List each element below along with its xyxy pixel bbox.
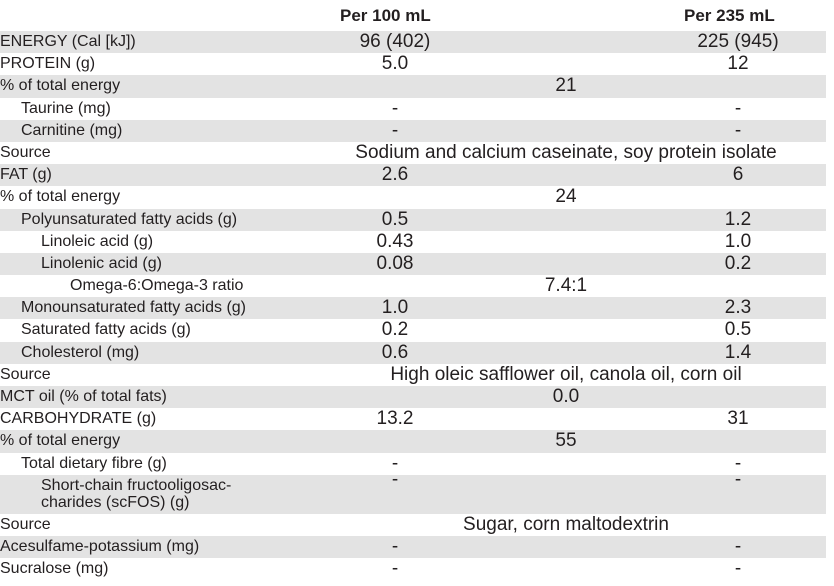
row-label: Polyunsaturated fatty acids (g) bbox=[21, 210, 238, 228]
value-per-100ml: 1.0 bbox=[381, 297, 409, 319]
value-per-235ml: 6 bbox=[732, 164, 744, 186]
table-row: Monounsaturated fatty acids (g) 1.0 2.3 bbox=[0, 297, 826, 320]
row-label: Source bbox=[0, 515, 51, 533]
value-per-235ml: - bbox=[734, 558, 742, 580]
table-row: Source Sodium and calcium caseinate, soy… bbox=[0, 142, 826, 164]
value-per-100ml: 13.2 bbox=[376, 408, 414, 430]
table-row: Linoleic acid (g) 0.43 1.0 bbox=[0, 231, 826, 253]
column-header-per-235ml: Per 235 mL bbox=[684, 6, 775, 25]
row-label: Omega-6:Omega-3 ratio bbox=[70, 277, 244, 295]
value-per-100ml: 0.6 bbox=[381, 341, 409, 363]
table-row: FAT (g) 2.6 6 bbox=[0, 164, 826, 187]
value-per-100ml: - bbox=[391, 97, 399, 119]
table-row: PROTEIN (g) 5.0 12 bbox=[0, 53, 826, 75]
row-label: Acesulfame-potassium (mg) bbox=[0, 537, 200, 555]
table-row: ENERGY (Cal [kJ]) 96 (402) 225 (945) bbox=[0, 31, 826, 54]
row-label: Total dietary fibre (g) bbox=[21, 454, 167, 472]
spanning-value: High oleic safflower oil, canola oil, co… bbox=[390, 363, 742, 385]
value-per-235ml: 1.4 bbox=[724, 341, 752, 363]
row-label: Taurine (mg) bbox=[21, 99, 111, 117]
table-row: Taurine (mg) - - bbox=[0, 98, 826, 120]
value-per-100ml: 0.43 bbox=[376, 230, 414, 252]
table-row: Sucralose (mg) - - bbox=[0, 558, 826, 580]
spanning-value: Sugar, corn maltodextrin bbox=[463, 513, 669, 535]
row-label: Source bbox=[0, 365, 51, 383]
row-label: % of total energy bbox=[0, 188, 121, 206]
value-per-100ml: 0.2 bbox=[381, 319, 409, 341]
value-per-235ml: 225 (945) bbox=[697, 31, 779, 52]
spanning-value: 7.4:1 bbox=[544, 275, 588, 297]
value-per-100ml: - bbox=[391, 452, 399, 474]
row-label: ENERGY (Cal [kJ]) bbox=[0, 33, 136, 50]
value-per-100ml: 96 (402) bbox=[359, 31, 431, 52]
value-per-235ml: 31 bbox=[727, 408, 749, 430]
row-label-line-2: charides (scFOS) (g) bbox=[41, 493, 190, 511]
value-per-235ml: 12 bbox=[727, 53, 749, 75]
table-row: MCT oil (% of total fats) 0.0 bbox=[0, 386, 826, 409]
spanning-value: Sodium and calcium caseinate, soy protei… bbox=[355, 141, 777, 163]
value-per-100ml: 0.5 bbox=[381, 208, 409, 230]
row-label-line-1: Short-chain fructooligosac- bbox=[41, 476, 232, 494]
value-per-100ml: 0.08 bbox=[376, 252, 414, 274]
spanning-value: 55 bbox=[555, 430, 577, 452]
row-label: Monounsaturated fatty acids (g) bbox=[21, 299, 247, 317]
spanning-value: 24 bbox=[555, 186, 577, 208]
value-per-235ml: 0.5 bbox=[724, 319, 752, 341]
row-label: MCT oil (% of total fats) bbox=[0, 388, 167, 405]
table-header: Per 100 mL Per 235 mL bbox=[0, 0, 826, 31]
row-label: Source bbox=[0, 143, 51, 161]
spanning-value: 21 bbox=[555, 75, 577, 97]
table-row: % of total energy 21 bbox=[0, 75, 826, 98]
table-row: CARBOHYDRATE (g) 13.2 31 bbox=[0, 408, 826, 430]
value-per-100ml: - bbox=[391, 535, 399, 557]
table-row: % of total energy 55 bbox=[0, 430, 826, 453]
value-per-100ml: 5.0 bbox=[381, 53, 409, 75]
table-row: Polyunsaturated fatty acids (g) 0.5 1.2 bbox=[0, 208, 826, 231]
table-row: Carnitine (mg) - - bbox=[0, 119, 826, 142]
row-label: Carnitine (mg) bbox=[21, 121, 123, 139]
value-per-235ml: - bbox=[734, 97, 742, 119]
value-per-100ml: - bbox=[391, 558, 399, 580]
value-per-235ml: 2.3 bbox=[724, 297, 752, 319]
value-per-100ml: - bbox=[391, 119, 399, 141]
table-row: Cholesterol (mg) 0.6 1.4 bbox=[0, 341, 826, 364]
column-header-per-100ml: Per 100 mL bbox=[340, 6, 431, 25]
table-row: Short-chain fructooligosac- charides (sc… bbox=[0, 469, 826, 514]
table-row: Linolenic acid (g) 0.08 0.2 bbox=[0, 252, 826, 276]
value-per-235ml: - bbox=[734, 452, 742, 474]
table-row: Acesulfame-potassium (mg) - - bbox=[0, 535, 826, 559]
table-row: Saturated fatty acids (g) 0.2 0.5 bbox=[0, 319, 826, 341]
table-row: % of total energy 24 bbox=[0, 186, 826, 208]
spanning-value: 0.0 bbox=[552, 386, 580, 407]
row-label: % of total energy bbox=[0, 432, 121, 450]
row-label: Sucralose (mg) bbox=[0, 560, 109, 578]
value-per-100ml: 2.6 bbox=[381, 164, 409, 186]
table-row: Source High oleic safflower oil, canola … bbox=[0, 364, 826, 386]
row-label: Short-chain fructooligosac- charides (sc… bbox=[41, 477, 231, 511]
table-row: Omega-6:Omega-3 ratio 7.4:1 bbox=[0, 275, 826, 297]
value-per-235ml: 1.0 bbox=[724, 230, 752, 252]
value-per-235ml: - bbox=[734, 119, 742, 141]
value-per-100ml: - bbox=[391, 468, 399, 490]
row-label: Cholesterol (mg) bbox=[21, 343, 140, 361]
row-label: PROTEIN (g) bbox=[0, 55, 96, 73]
row-label: Linoleic acid (g) bbox=[41, 232, 154, 250]
table-row: Source Sugar, corn maltodextrin bbox=[0, 514, 826, 536]
row-label: FAT (g) bbox=[0, 166, 52, 184]
row-label: Saturated fatty acids (g) bbox=[21, 321, 191, 339]
value-per-235ml: - bbox=[734, 535, 742, 557]
table-row: Total dietary fibre (g) - - bbox=[0, 453, 826, 475]
row-label: % of total energy bbox=[0, 77, 121, 95]
value-per-235ml: 1.2 bbox=[724, 208, 752, 230]
value-per-235ml: - bbox=[734, 468, 742, 490]
row-label: CARBOHYDRATE (g) bbox=[0, 410, 157, 428]
value-per-235ml: 0.2 bbox=[724, 252, 752, 274]
row-label: Linolenic acid (g) bbox=[41, 254, 162, 272]
